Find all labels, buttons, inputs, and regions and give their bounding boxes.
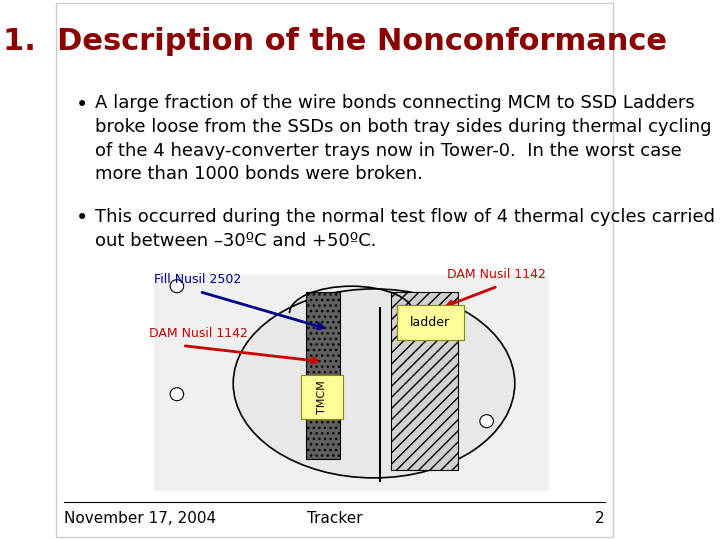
Circle shape — [480, 415, 493, 428]
FancyBboxPatch shape — [307, 292, 341, 459]
FancyBboxPatch shape — [391, 292, 459, 470]
FancyBboxPatch shape — [397, 305, 464, 340]
Text: November 17, 2004: November 17, 2004 — [64, 511, 217, 526]
Text: 1.  Description of the Nonconformance: 1. Description of the Nonconformance — [3, 27, 667, 56]
Text: TMCM: TMCM — [318, 380, 327, 414]
Text: DAM Nusil 1142: DAM Nusil 1142 — [447, 268, 546, 281]
FancyBboxPatch shape — [301, 375, 343, 418]
Text: Fill Nusil 2502: Fill Nusil 2502 — [154, 273, 242, 286]
Text: A large fraction of the wire bonds connecting MCM to SSD Ladders
broke loose fro: A large fraction of the wire bonds conne… — [95, 94, 712, 183]
Text: •: • — [76, 208, 88, 228]
Text: Tracker: Tracker — [307, 511, 362, 526]
Circle shape — [170, 280, 184, 293]
Text: DAM Nusil 1142: DAM Nusil 1142 — [149, 327, 248, 340]
Text: ladder: ladder — [410, 316, 451, 329]
Ellipse shape — [233, 289, 515, 478]
Circle shape — [170, 388, 184, 401]
Text: This occurred during the normal test flow of 4 thermal cycles carried
out betwee: This occurred during the normal test flo… — [95, 208, 715, 249]
Text: •: • — [76, 94, 88, 114]
FancyBboxPatch shape — [154, 275, 549, 491]
Text: 2: 2 — [595, 511, 605, 526]
